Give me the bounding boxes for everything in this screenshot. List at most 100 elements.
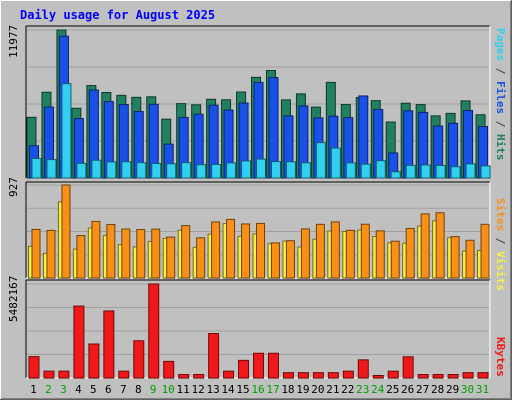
kbytes-bar-kbytes-day-23: [357, 359, 369, 379]
kbytes-bar-kbytes-day-31: [477, 372, 489, 379]
hits-bar-pages-day-12: [196, 164, 207, 179]
sites-bar-sites-day-3: [61, 184, 71, 279]
day-label-31: 31: [476, 383, 489, 396]
day-label-5: 5: [90, 383, 97, 396]
hits-bar-pages-day-5: [91, 159, 102, 179]
kbytes-max-label: 5482167: [7, 276, 20, 322]
kbytes-bar-kbytes-day-7: [118, 370, 130, 379]
kbytes-legend: KBytes: [494, 337, 507, 377]
day-label-6: 6: [105, 383, 112, 396]
day-label-26: 26: [401, 383, 414, 396]
sites-bar-sites-day-13: [211, 221, 221, 279]
day-label-28: 28: [431, 383, 444, 396]
day-labels: 1 2 3 4 5 6 7 8 9 10 11 12 13 14 15 16 17 18 19 20 21 22 23 24 2…: [30, 383, 489, 396]
hits-bar-pages-day-24: [375, 160, 386, 179]
sites-bar-sites-day-16: [256, 222, 266, 279]
hits-bar-pages-day-14: [226, 162, 237, 179]
day-label-4: 4: [75, 383, 82, 396]
legend-top-part-4: Hits: [494, 134, 507, 161]
hits-bar-pages-day-23: [360, 163, 371, 179]
sites-bar-sites-day-20: [315, 223, 325, 279]
sites-bar-sites-day-4: [76, 235, 86, 279]
day-label-13: 13: [206, 383, 219, 396]
kbytes-bar-kbytes-day-12: [193, 374, 205, 379]
kbytes-bar-kbytes-day-25: [387, 370, 399, 379]
kbytes-bar-kbytes-day-1: [28, 356, 40, 379]
hits-panel: [25, 25, 491, 179]
sites-bar-sites-day-10: [166, 236, 176, 279]
sites-bar-sites-day-30: [465, 239, 475, 279]
hits-bar-pages-day-4: [76, 162, 87, 179]
sites-bar-sites-day-14: [226, 218, 236, 279]
hits-bar-pages-day-2: [46, 159, 57, 179]
chart-panels: [25, 25, 491, 379]
sites-bar-sites-day-12: [196, 237, 206, 279]
kbytes-bar-kbytes-day-24: [372, 375, 384, 379]
sites-bar-sites-day-22: [345, 229, 355, 279]
hits-bar-pages-day-29: [450, 166, 461, 179]
hits-bar-pages-day-1: [31, 157, 42, 179]
hits-bar-pages-day-26: [405, 164, 416, 179]
kbytes-bar-kbytes-day-22: [342, 370, 354, 379]
sites-bar-sites-day-17: [270, 242, 280, 279]
hits-bar-pages-day-9: [151, 163, 162, 179]
hits-bar-pages-day-30: [465, 163, 476, 179]
sites-max-label: 927: [7, 177, 20, 197]
hits-bar-pages-day-7: [121, 161, 132, 179]
kbytes-bar-kbytes-day-11: [178, 374, 190, 379]
hits-bar-pages-day-19: [300, 162, 311, 179]
hits-bar-pages-day-13: [211, 164, 222, 179]
sites-bar-sites-day-8: [136, 229, 146, 279]
sites-bar-sites-day-18: [285, 240, 295, 279]
day-label-19: 19: [296, 383, 309, 396]
legend-mid-part-2: Visits: [494, 251, 507, 291]
legend-top-part-3: /: [494, 114, 507, 134]
day-label-27: 27: [416, 383, 429, 396]
hits-bar-pages-day-17: [270, 161, 281, 179]
day-label-15: 15: [236, 383, 249, 396]
day-label-7: 7: [120, 383, 127, 396]
sites-bar-sites-day-1: [31, 228, 41, 279]
kbytes-bar-kbytes-day-13: [208, 333, 220, 379]
hits-bar-pages-day-3: [61, 83, 72, 179]
day-label-3: 3: [60, 383, 67, 396]
day-label-30: 30: [461, 383, 474, 396]
kbytes-bar-kbytes-day-19: [297, 372, 309, 379]
hits-bar-pages-day-15: [241, 160, 252, 179]
day-label-12: 12: [192, 383, 205, 396]
hits-max-label: 11977: [7, 25, 20, 58]
kbytes-bar-kbytes-day-17: [267, 352, 279, 379]
kbytes-bar-kbytes-day-3: [58, 370, 70, 379]
day-label-21: 21: [326, 383, 339, 396]
legend-mid-part-1: /: [494, 231, 507, 251]
hits-bar-pages-day-31: [480, 165, 491, 179]
hits-bar-pages-day-22: [345, 162, 356, 179]
day-label-29: 29: [446, 383, 459, 396]
day-label-14: 14: [221, 383, 235, 396]
hits-bar-pages-day-16: [256, 158, 267, 179]
sites-bar-sites-day-24: [375, 230, 385, 279]
hits-bar-pages-day-20: [315, 142, 326, 179]
hits-bar-pages-day-6: [106, 161, 117, 179]
sites-bar-sites-day-23: [360, 223, 370, 279]
hits-bar-pages-day-21: [330, 147, 341, 179]
sites-bar-sites-day-25: [390, 240, 400, 279]
sites-bar-sites-day-19: [300, 228, 310, 279]
sites-bar-sites-day-29: [450, 236, 460, 279]
chart-title: Daily usage for August 2025: [20, 8, 215, 22]
day-label-2: 2: [45, 383, 52, 396]
sites-bar-sites-day-31: [480, 223, 490, 279]
day-label-23: 23: [356, 383, 369, 396]
kbytes-bar-kbytes-day-18: [282, 372, 294, 379]
hits-bar-pages-day-18: [285, 161, 296, 179]
sites-panel: [25, 181, 491, 279]
day-label-18: 18: [281, 383, 294, 396]
hits-bar-pages-day-10: [166, 163, 177, 179]
legend-bot-part-0: KBytes: [494, 337, 507, 377]
kbytes-bar-kbytes-day-4: [73, 305, 85, 379]
sites-bar-sites-day-9: [151, 228, 161, 279]
day-label-17: 17: [266, 383, 279, 396]
sites-bar-sites-day-6: [106, 224, 116, 279]
